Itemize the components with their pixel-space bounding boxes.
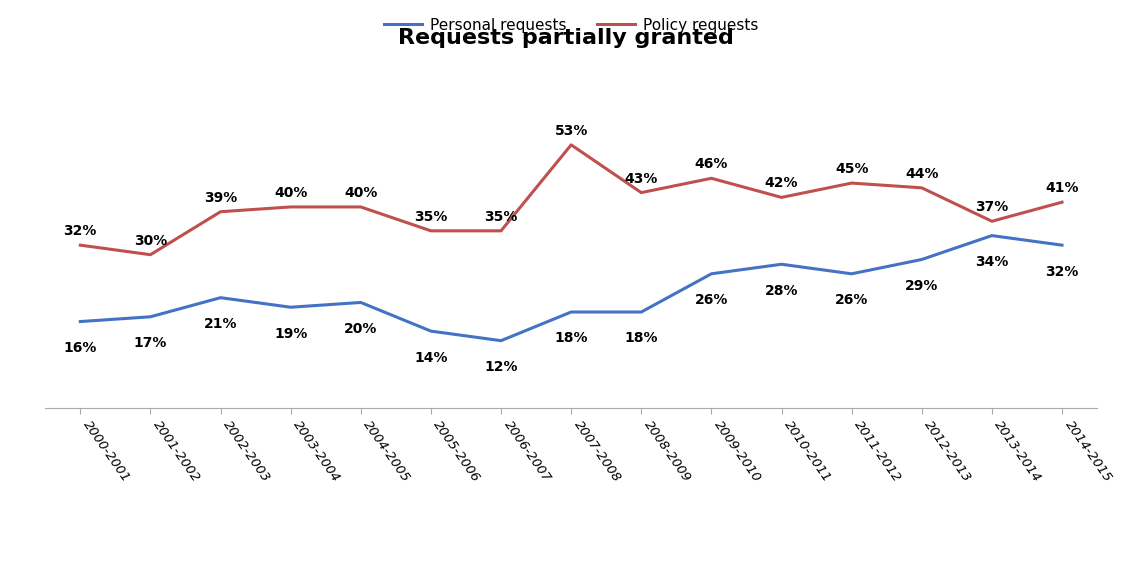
Text: 14%: 14% xyxy=(414,350,448,365)
Personal requests xyxy=(845,271,858,277)
Text: 28%: 28% xyxy=(765,284,798,298)
Text: 45%: 45% xyxy=(835,162,869,176)
Policy requests xyxy=(494,228,508,234)
Text: 16%: 16% xyxy=(63,341,97,355)
Text: 20%: 20% xyxy=(344,322,378,336)
Text: 34%: 34% xyxy=(975,255,1009,269)
Line: Policy requests: Policy requests xyxy=(80,145,1062,255)
Personal requests xyxy=(564,308,578,315)
Text: Requests partially granted: Requests partially granted xyxy=(398,28,733,48)
Policy requests xyxy=(214,208,227,215)
Personal requests xyxy=(775,261,788,268)
Text: 29%: 29% xyxy=(905,279,939,293)
Policy requests xyxy=(74,242,87,248)
Text: 18%: 18% xyxy=(554,332,588,345)
Personal requests xyxy=(915,256,929,263)
Policy requests xyxy=(144,251,157,258)
Personal requests xyxy=(634,308,648,315)
Text: 12%: 12% xyxy=(484,360,518,374)
Text: 40%: 40% xyxy=(344,186,378,200)
Text: 26%: 26% xyxy=(694,293,728,307)
Text: 17%: 17% xyxy=(133,336,167,350)
Text: 26%: 26% xyxy=(835,293,869,307)
Personal requests xyxy=(705,271,718,277)
Personal requests xyxy=(144,314,157,320)
Policy requests xyxy=(284,204,297,211)
Text: 19%: 19% xyxy=(274,327,308,341)
Personal requests xyxy=(424,328,438,335)
Text: 41%: 41% xyxy=(1045,181,1079,195)
Text: 30%: 30% xyxy=(133,234,167,248)
Policy requests xyxy=(564,142,578,148)
Policy requests xyxy=(424,228,438,234)
Policy requests xyxy=(775,194,788,201)
Personal requests xyxy=(214,294,227,301)
Text: 42%: 42% xyxy=(765,177,798,190)
Text: 44%: 44% xyxy=(905,167,939,181)
Text: 18%: 18% xyxy=(624,332,658,345)
Text: 37%: 37% xyxy=(975,200,1009,215)
Text: 46%: 46% xyxy=(694,157,728,171)
Policy requests xyxy=(354,204,368,211)
Text: 35%: 35% xyxy=(484,210,518,224)
Legend: Personal requests, Policy requests: Personal requests, Policy requests xyxy=(378,12,765,39)
Text: 40%: 40% xyxy=(274,186,308,200)
Policy requests xyxy=(705,175,718,182)
Text: 32%: 32% xyxy=(1045,264,1079,278)
Text: 43%: 43% xyxy=(624,171,658,186)
Personal requests xyxy=(1055,242,1069,248)
Personal requests xyxy=(284,304,297,311)
Personal requests xyxy=(74,318,87,325)
Line: Personal requests: Personal requests xyxy=(80,235,1062,341)
Policy requests xyxy=(915,185,929,191)
Personal requests xyxy=(494,337,508,344)
Text: 21%: 21% xyxy=(204,317,238,331)
Personal requests xyxy=(354,299,368,306)
Text: 53%: 53% xyxy=(554,124,588,138)
Policy requests xyxy=(634,189,648,196)
Policy requests xyxy=(845,179,858,186)
Personal requests xyxy=(985,232,999,239)
Text: 32%: 32% xyxy=(63,224,97,238)
Text: 35%: 35% xyxy=(414,210,448,224)
Policy requests xyxy=(985,218,999,225)
Policy requests xyxy=(1055,199,1069,205)
Text: 39%: 39% xyxy=(204,191,238,205)
